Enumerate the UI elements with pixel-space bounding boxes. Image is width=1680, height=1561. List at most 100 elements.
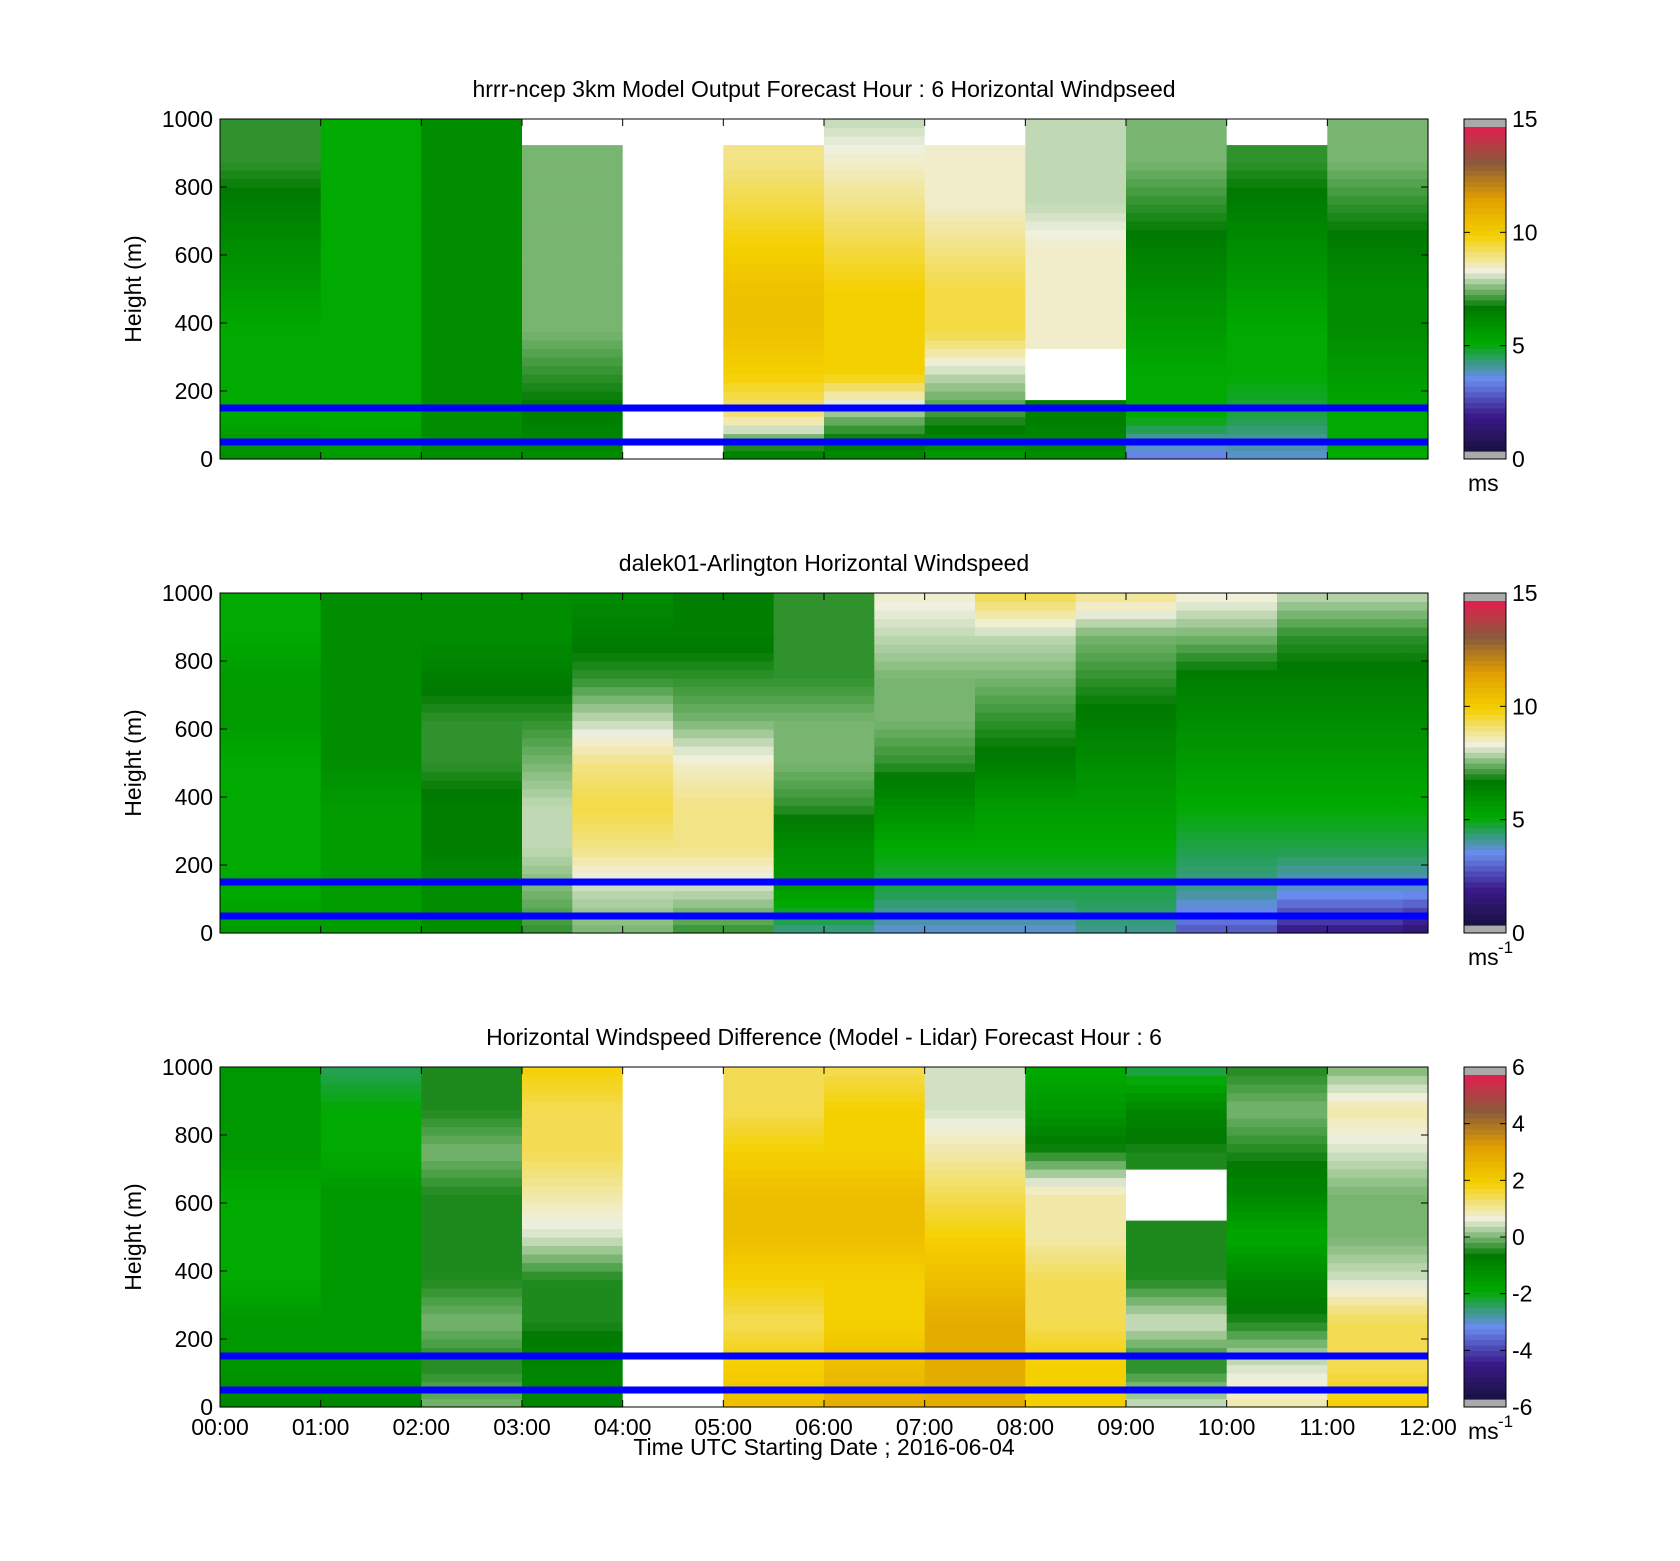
heatmap-cell	[522, 161, 624, 171]
colorbar-unit: ms	[1468, 944, 1499, 970]
heatmap-cell	[975, 754, 1077, 764]
heatmap-cell	[572, 890, 674, 900]
heatmap-cell	[421, 263, 523, 273]
heatmap-cell	[220, 686, 322, 696]
heatmap-cell	[421, 729, 523, 739]
heatmap-cell	[723, 314, 825, 324]
colorbar-tick-label: 15	[1512, 580, 1538, 606]
heatmap-cell	[320, 212, 422, 222]
heatmap-cell	[421, 610, 523, 620]
heatmap-cell	[1327, 161, 1429, 171]
heatmap-cell	[824, 297, 926, 307]
heatmap-cell	[522, 1254, 624, 1264]
heatmap-cell	[220, 1381, 322, 1391]
heatmap-cell	[1075, 754, 1177, 764]
heatmap-cell	[975, 618, 1077, 628]
heatmap-cell	[673, 882, 775, 892]
heatmap-cell	[673, 805, 775, 815]
heatmap-cell	[320, 238, 422, 248]
colorbar-swatch	[1464, 1388, 1506, 1395]
heatmap-cell	[320, 1356, 422, 1366]
heatmap-cell	[1226, 1228, 1328, 1238]
heatmap-cell	[320, 374, 422, 384]
heatmap-cell	[320, 1152, 422, 1162]
heatmap-cell	[421, 1160, 523, 1170]
colorbar-frame	[1463, 118, 1507, 460]
heatmap-cell	[874, 627, 976, 637]
colorbar-swatch	[1464, 606, 1506, 613]
heatmap-cell	[773, 890, 875, 900]
colorbar-swatch	[1464, 633, 1506, 640]
heatmap-cell	[522, 669, 573, 679]
heatmap-cell	[1025, 1135, 1127, 1145]
heatmap-cell	[723, 450, 825, 460]
heatmap-cell	[220, 593, 322, 603]
heatmap-cell	[320, 450, 422, 460]
heatmap-cell	[1226, 229, 1328, 239]
heatmap-cell	[824, 408, 926, 418]
y-tick-label: 200	[175, 1326, 213, 1352]
heatmap-cell	[1226, 1271, 1328, 1281]
heatmap-cell	[320, 255, 422, 265]
heatmap-cell	[320, 678, 422, 688]
heatmap-cell	[1025, 1169, 1127, 1179]
heatmap-cell	[1126, 153, 1228, 163]
heatmap-cell	[824, 161, 926, 171]
heatmap-cell	[773, 720, 875, 730]
heatmap-cell	[522, 204, 624, 214]
heatmap-cell	[1277, 720, 1404, 730]
heatmap-cell	[421, 814, 523, 824]
heatmap-cell	[421, 703, 523, 713]
heatmap-cell	[320, 1330, 422, 1340]
heatmap-cell	[220, 822, 322, 832]
heatmap-cell	[421, 399, 523, 409]
colorbar-swatch	[1464, 148, 1506, 155]
heatmap-cell	[220, 1288, 322, 1298]
heatmap-cell	[1075, 873, 1177, 883]
heatmap-cell	[673, 873, 775, 883]
heatmap-cell	[622, 408, 724, 418]
heatmap-cell	[220, 1356, 322, 1366]
colorbar-swatch	[1464, 773, 1506, 780]
colorbar-swatch	[1464, 1296, 1506, 1303]
heatmap-cell	[924, 314, 1026, 324]
heatmap-cell	[773, 899, 875, 909]
heatmap-cell	[522, 382, 624, 392]
heatmap-cell	[220, 1305, 322, 1315]
heatmap-cell	[522, 814, 573, 824]
heatmap-cell	[1025, 1203, 1127, 1213]
heatmap-cell	[421, 661, 523, 671]
heatmap-cell	[723, 229, 825, 239]
heatmap-cell	[1025, 1339, 1127, 1349]
heatmap-cell	[320, 1296, 422, 1306]
heatmap-cell	[572, 644, 674, 654]
heatmap-cell	[824, 1160, 926, 1170]
heatmap-cell	[874, 754, 976, 764]
colorbar-swatch	[1464, 218, 1506, 225]
heatmap-cell	[824, 280, 926, 290]
heatmap-cell	[522, 1194, 624, 1204]
heatmap-cell	[924, 357, 1026, 367]
heatmap-cell	[924, 399, 1026, 409]
heatmap-cell	[723, 178, 825, 188]
heatmap-cell	[874, 873, 976, 883]
heatmap-cell	[220, 229, 322, 239]
heatmap-cell	[1327, 221, 1429, 231]
heatmap-cell	[1025, 382, 1127, 392]
heatmap-cell	[421, 746, 523, 756]
heatmap-cell	[1176, 848, 1278, 858]
heatmap-cell	[320, 365, 422, 375]
heatmap-cell	[220, 297, 322, 307]
heatmap-cell	[1176, 805, 1278, 815]
colorbar-swatch	[1464, 1258, 1506, 1265]
heatmap-cell	[673, 865, 775, 875]
colorbar-swatch	[1464, 800, 1506, 807]
heatmap-cell	[1277, 610, 1404, 620]
heatmap-cell	[1176, 729, 1278, 739]
heatmap-cell	[824, 1339, 926, 1349]
heatmap-cell	[1126, 1126, 1228, 1136]
colorbar-swatch	[1464, 881, 1506, 888]
colorbar-swatch	[1464, 407, 1506, 414]
heatmap-cell	[1025, 1109, 1127, 1119]
heatmap-cell	[220, 1186, 322, 1196]
